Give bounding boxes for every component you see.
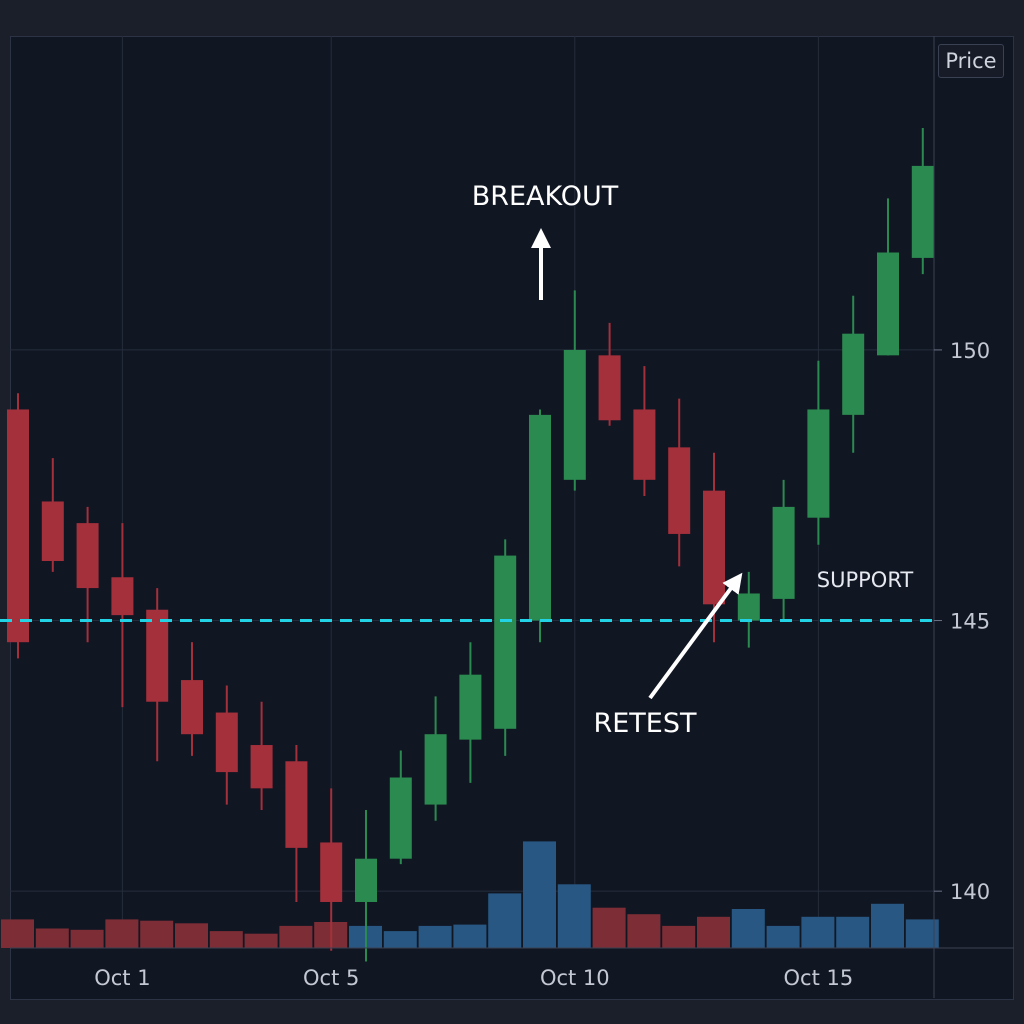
x-tick-label: Oct 1 xyxy=(94,966,150,990)
volume-bars xyxy=(1,841,939,948)
candle-body xyxy=(215,712,238,773)
candle-body xyxy=(181,680,203,735)
candle-body xyxy=(563,349,586,480)
annotations: BREAKOUT RETEST SUPPORT xyxy=(472,181,914,739)
candle-body xyxy=(111,577,134,616)
candle-body xyxy=(41,501,64,562)
candle-body xyxy=(807,409,830,518)
grid xyxy=(10,36,934,948)
volume-bar xyxy=(70,929,104,948)
volume-bar xyxy=(209,931,243,948)
x-tick-label: Oct 5 xyxy=(303,966,359,990)
volume-bar xyxy=(592,907,626,948)
candle-body xyxy=(285,761,308,848)
x-tick-label: Oct 15 xyxy=(784,966,854,990)
price-axis-badge[interactable]: Price xyxy=(938,44,1004,78)
volume-bar xyxy=(418,925,452,948)
volume-bar xyxy=(627,914,661,948)
candle-body xyxy=(772,506,795,599)
support-label: SUPPORT xyxy=(817,568,914,592)
candle-body xyxy=(320,842,343,902)
candle-body xyxy=(703,490,725,605)
candle-body xyxy=(877,252,899,356)
candle-body xyxy=(842,333,865,415)
candle-body xyxy=(355,858,377,902)
volume-bar xyxy=(801,916,835,948)
candle-body xyxy=(389,777,412,859)
volume-bar xyxy=(1,919,34,948)
volume-bar xyxy=(836,916,870,948)
candle-body xyxy=(76,523,99,589)
candle-body xyxy=(668,447,691,534)
y-tick-label: 150 xyxy=(950,339,990,363)
candle-body xyxy=(633,409,656,480)
volume-bar xyxy=(905,919,939,948)
volume-bar xyxy=(557,884,591,948)
candle-body xyxy=(494,555,517,729)
volume-bar xyxy=(105,919,139,948)
volume-bar xyxy=(244,933,278,948)
volume-bar xyxy=(697,916,730,948)
volume-bar xyxy=(453,924,487,948)
candle-body xyxy=(424,734,447,805)
axes: 140 145 150 Oct 1 Oct 5 Oct 10 Oct 15 xyxy=(10,36,1014,998)
candle-body xyxy=(146,609,169,702)
candle-body xyxy=(737,593,760,621)
candle-body xyxy=(250,745,273,789)
volume-bar xyxy=(766,925,800,948)
retest-label: RETEST xyxy=(593,708,697,739)
y-tick-label: 145 xyxy=(950,610,990,634)
volume-bar xyxy=(175,923,208,948)
volume-bar xyxy=(731,909,765,948)
candle-body xyxy=(529,414,551,621)
volume-bar xyxy=(871,903,904,948)
y-tick-label: 140 xyxy=(950,880,990,904)
volume-bar xyxy=(488,893,522,948)
candle-body xyxy=(7,409,29,643)
x-tick-label: Oct 10 xyxy=(540,966,610,990)
volume-bar xyxy=(383,931,417,948)
breakout-label: BREAKOUT xyxy=(472,181,619,212)
candle-body xyxy=(911,165,934,258)
volume-bar xyxy=(140,920,174,948)
candle-body xyxy=(459,674,482,740)
candles xyxy=(7,128,934,962)
candle-body xyxy=(598,355,621,421)
chart-panel xyxy=(10,36,1014,1000)
volume-bar xyxy=(35,928,69,948)
volume-bar xyxy=(523,841,556,948)
retest-arrow xyxy=(648,572,743,700)
volume-bar xyxy=(662,925,696,948)
volume-bar xyxy=(279,925,313,948)
